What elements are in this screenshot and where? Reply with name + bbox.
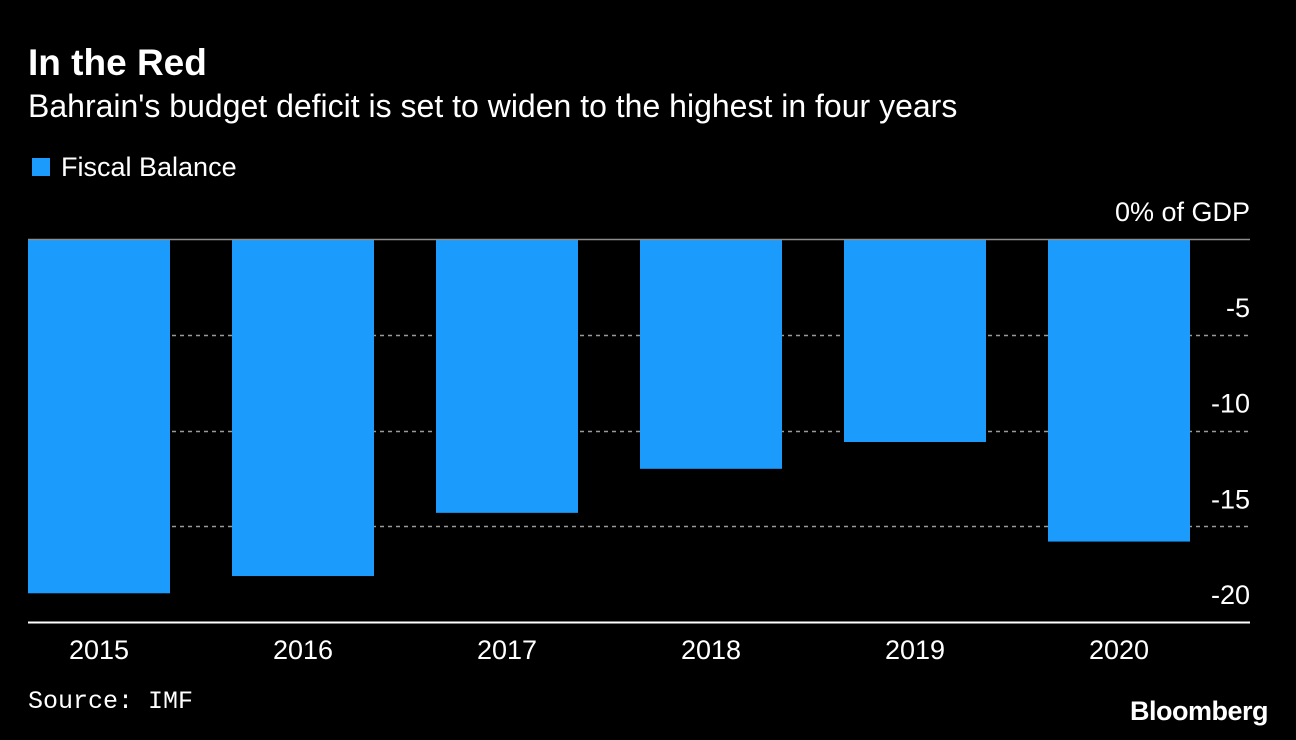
bar-2019 bbox=[844, 239, 986, 442]
legend-swatch-fiscal-balance bbox=[32, 158, 50, 176]
bar-2016 bbox=[232, 239, 374, 577]
x-tick-label-2016: 2016 bbox=[273, 635, 333, 665]
legend-label: Fiscal Balance bbox=[61, 151, 237, 182]
y-tick-label-minus-10: -10 bbox=[1211, 389, 1250, 419]
x-tick-label-2020: 2020 bbox=[1089, 635, 1149, 665]
bloomberg-logo: Bloomberg bbox=[1129, 696, 1269, 726]
bar-2018 bbox=[640, 239, 782, 469]
y-tick-label-minus-5: -5 bbox=[1226, 293, 1250, 323]
x-tick-label-2019: 2019 bbox=[885, 635, 945, 665]
bar-2020 bbox=[1048, 239, 1190, 542]
legend: Fiscal Balance bbox=[32, 150, 237, 184]
x-tick-label-2018: 2018 bbox=[681, 635, 741, 665]
y-tick-label-minus-15: -15 bbox=[1211, 484, 1250, 514]
source-note: Source: IMF bbox=[28, 687, 194, 716]
x-tick-label-2017: 2017 bbox=[477, 635, 537, 665]
chart-title: In the Red bbox=[28, 42, 207, 83]
chart-subtitle: Bahrain's budget deficit is set to widen… bbox=[28, 88, 958, 124]
y-tick-label-minus-20: -20 bbox=[1211, 580, 1250, 610]
bar-2017 bbox=[436, 239, 578, 513]
x-tick-label-2015: 2015 bbox=[69, 635, 129, 665]
bar-2015 bbox=[28, 239, 170, 594]
y-tick-label-0: 0% of GDP bbox=[1115, 197, 1250, 227]
